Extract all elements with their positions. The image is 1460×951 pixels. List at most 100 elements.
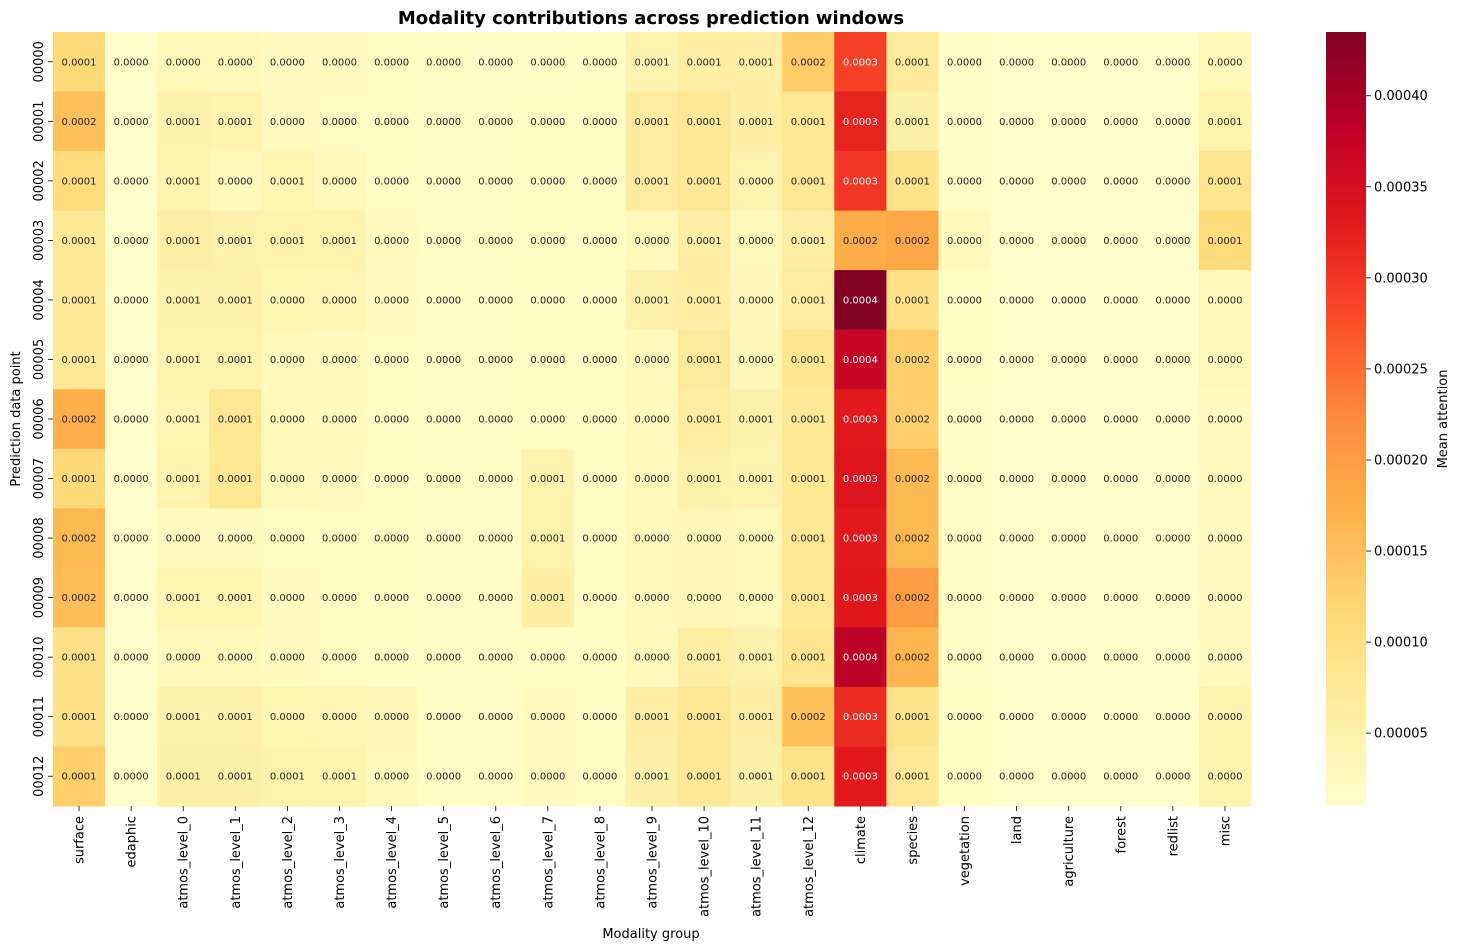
heatmap-cell-label: 0.0001 [62,474,97,485]
heatmap-cell [313,627,367,688]
heatmap-cell [573,91,627,152]
heatmap-cell-label: 0.0000 [114,653,149,664]
heatmap-cell [990,627,1044,688]
colorbar-tick-label: 0.00035 [1374,180,1428,195]
heatmap-cell [1198,329,1252,390]
heatmap-cell [1198,151,1252,212]
heatmap-cell [365,686,419,747]
heatmap-cell-label: 0.0003 [843,117,878,128]
heatmap-cell [625,627,679,688]
heatmap-cell [938,91,992,152]
heatmap-cell-label: 0.0001 [166,712,201,723]
heatmap-cell-label: 0.0000 [947,593,982,604]
heatmap-cell-label: 0.0000 [166,653,201,664]
heatmap-cell [938,567,992,628]
heatmap-cell-label: 0.0000 [635,653,670,664]
heatmap-cell-label: 0.0001 [739,712,774,723]
heatmap-cell-label: 0.0000 [1103,653,1138,664]
heatmap-cell [53,746,106,807]
heatmap-cell [1042,567,1096,628]
heatmap-cell [1042,329,1096,390]
heatmap-cell-label: 0.0002 [62,593,97,604]
heatmap-cell [1094,567,1148,628]
heatmap-cell [365,448,419,509]
heatmap-cell [1094,270,1148,331]
heatmap-cell-label: 0.0000 [739,176,774,187]
heatmap-cell [1146,91,1200,152]
heatmap-cell-label: 0.0000 [687,534,722,545]
heatmap-cell [1146,270,1200,331]
heatmap-cell-label: 0.0000 [218,57,253,68]
heatmap-cell [53,329,106,390]
heatmap-cell-label: 0.0001 [687,772,722,783]
heatmap-cell-label: 0.0000 [582,355,617,366]
heatmap-cell [990,151,1044,212]
heatmap-cell-label: 0.0001 [62,772,97,783]
heatmap-cell-label: 0.0002 [895,534,930,545]
heatmap-cell-label: 0.0000 [114,295,149,306]
heatmap-cell [261,151,314,212]
heatmap-cell-label: 0.0000 [947,653,982,664]
heatmap-cell [1094,746,1148,807]
y-tick-label: 00008 [32,517,47,558]
heatmap-cell [261,746,314,807]
heatmap-cell-label: 0.0000 [687,593,722,604]
heatmap-cell [782,91,835,152]
heatmap-cell-label: 0.0000 [582,712,617,723]
heatmap-cell [990,567,1044,628]
heatmap-cell [730,686,783,747]
heatmap-cell-label: 0.0001 [687,117,722,128]
heatmap-cell [1146,746,1200,807]
heatmap-cell-label: 0.0000 [999,355,1034,366]
heatmap-cell-label: 0.0000 [1207,57,1242,68]
heatmap-cell-label: 0.0000 [1207,534,1242,545]
heatmap-cell-label: 0.0000 [322,593,357,604]
heatmap-cell-label: 0.0000 [635,474,670,485]
heatmap-cell [469,567,523,628]
heatmap-cell-label: 0.0000 [530,176,565,187]
heatmap-cell-label: 0.0003 [843,57,878,68]
heatmap-cell [730,151,783,212]
heatmap-cell [53,151,106,212]
y-tick-label: 00001 [32,101,47,142]
heatmap-cell-label: 0.0000 [1051,117,1086,128]
heatmap-cell-label: 0.0000 [582,474,617,485]
heatmap-cell [469,508,523,569]
heatmap-cell [678,210,731,271]
heatmap-cell-label: 0.0001 [791,415,826,426]
heatmap-cell [105,32,158,93]
heatmap-cell [469,686,523,747]
heatmap-cell-label: 0.0000 [1103,176,1138,187]
heatmap-cell [573,389,627,450]
heatmap-cell [261,627,314,688]
heatmap-cell [834,151,887,212]
heatmap-cell-label: 0.0000 [374,653,409,664]
x-tick-label: atmos_level_11 [750,816,765,917]
heatmap-cell-label: 0.0000 [426,653,461,664]
heatmap-cell [469,627,523,688]
heatmap-cell-label: 0.0000 [999,474,1034,485]
heatmap-cell [625,389,679,450]
heatmap-cell-label: 0.0000 [426,772,461,783]
heatmap-cell [573,627,627,688]
heatmap-cell-label: 0.0001 [62,295,97,306]
heatmap-cell [313,389,367,450]
heatmap-cell-label: 0.0000 [999,57,1034,68]
heatmap-cell-label: 0.0000 [1051,474,1086,485]
heatmap-cell [365,32,419,93]
heatmap-cell [1198,567,1252,628]
heatmap-cell-label: 0.0004 [843,295,878,306]
heatmap-cell [834,567,887,628]
heatmap-cell [313,32,367,93]
heatmap-cell-label: 0.0000 [374,236,409,247]
heatmap-cell-label: 0.0002 [895,415,930,426]
heatmap-cell-label: 0.0001 [635,295,670,306]
heatmap-cell [521,508,575,569]
heatmap-cell-label: 0.0000 [582,236,617,247]
heatmap-cell [313,270,367,331]
heatmap-cell [990,91,1044,152]
heatmap-cell-label: 0.0000 [478,712,513,723]
heatmap-cell [1146,32,1200,93]
heatmap-cell [313,151,367,212]
heatmap-cell [1094,32,1148,93]
